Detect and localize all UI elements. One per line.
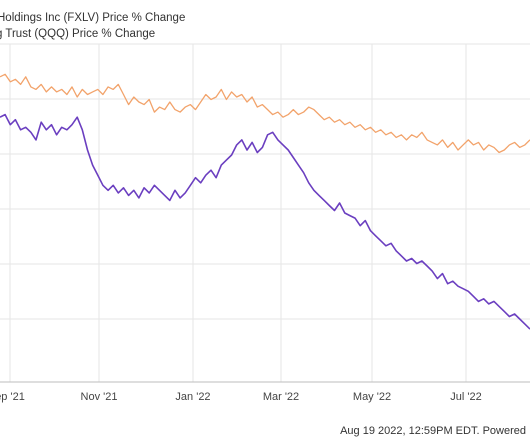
x-tick-label-2: Jan '22 <box>175 391 210 403</box>
series-line-fxlv <box>0 113 530 330</box>
x-tick-label-4: May '22 <box>353 391 391 403</box>
footer-timestamp: Aug 19 2022, 12:59PM EDT. Powered <box>340 425 526 437</box>
series-line-qqq <box>0 73 530 154</box>
legend-label-fxlv: Holdings Inc (FXLV) Price % Change <box>0 12 186 24</box>
line-chart: ep '21 Nov '21 Jan '22 Mar '22 May '22 Jul '2… <box>0 43 530 403</box>
x-tick-label-0: ep '21 <box>0 391 25 403</box>
x-tick-label-3: Mar '22 <box>263 391 299 403</box>
x-tick-label-1: Nov '21 <box>81 391 118 403</box>
legend-label-qqq: g Trust (QQQ) Price % Change <box>0 28 156 40</box>
x-tick-label-5: Jul '22 <box>450 391 481 403</box>
